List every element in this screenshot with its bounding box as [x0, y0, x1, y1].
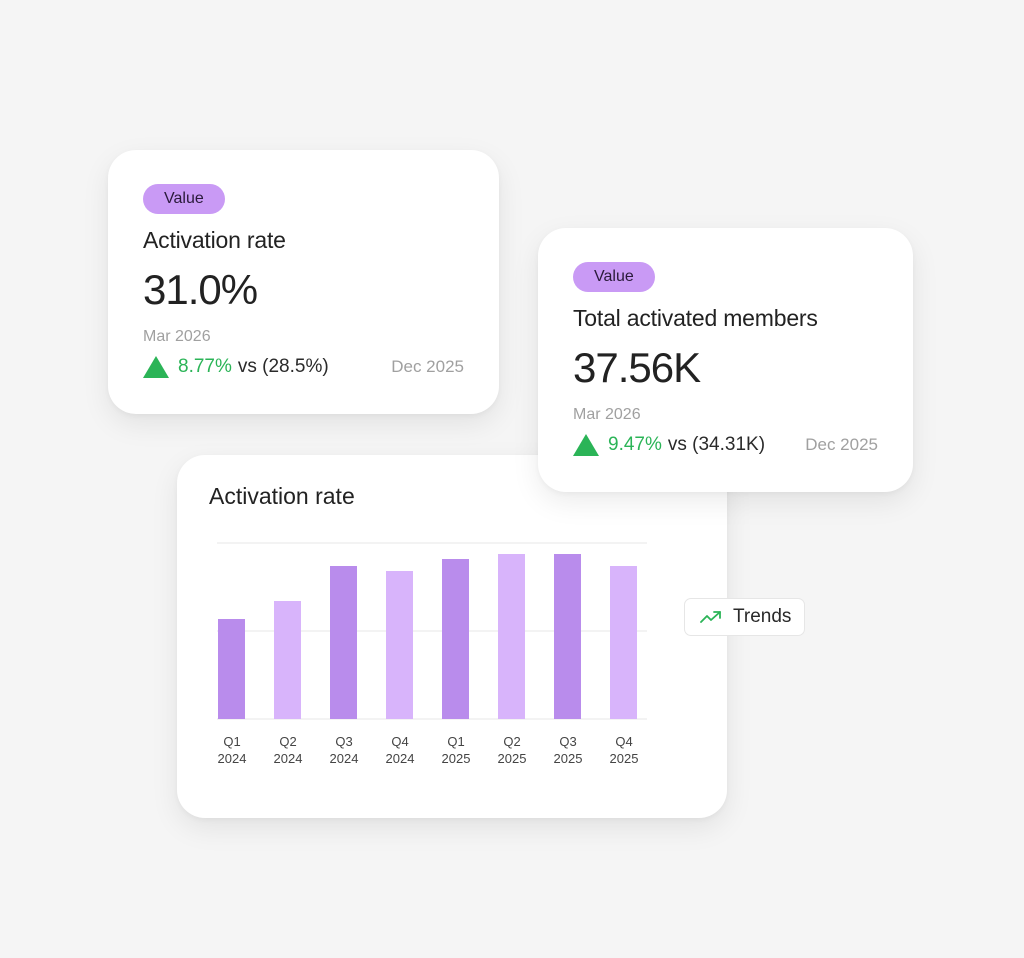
x-axis-label: Q4 2024	[385, 734, 415, 766]
trends-button[interactable]: Trends	[684, 598, 805, 636]
gridline-mid	[217, 630, 647, 632]
x-axis-label: Q2 2025	[497, 734, 527, 766]
comparison-value: vs (34.31K)	[667, 434, 766, 455]
kpi-comparison-row: 8.77% vs (28.5%) Dec 2025	[143, 356, 464, 378]
x-axis-label: Q3 2024	[329, 734, 359, 766]
x-axis-label: Q1 2025	[441, 734, 471, 766]
comparison-value: vs (28.5%)	[237, 356, 329, 377]
value-badge: Value	[573, 262, 655, 292]
gridline-baseline	[217, 718, 647, 720]
kpi-card-activation-rate: Value Activation rate 31.0% Mar 2026 8.7…	[108, 150, 499, 414]
bar-q4-2024	[386, 571, 413, 719]
bar-q4-2025	[610, 566, 637, 719]
gridline-top	[217, 542, 647, 544]
bar-q2-2025	[498, 554, 525, 719]
kpi-period: Mar 2026	[573, 406, 641, 423]
bar-q3-2024	[330, 566, 357, 719]
x-axis-label: Q4 2025	[609, 734, 639, 766]
activation-rate-chart-card: Activation rate Q1 2024 Q2 2024 Q3 2024 Q4 2024…	[177, 455, 727, 818]
bar-q1-2025	[442, 559, 469, 719]
kpi-comparison-row: 9.47% vs (34.31K) Dec 2025	[573, 434, 878, 456]
comparison-date: Dec 2025	[391, 357, 464, 376]
bar-q3-2025	[554, 554, 581, 719]
change-percent: 8.77%	[178, 356, 232, 377]
change-percent: 9.47%	[608, 434, 662, 455]
trends-label: Trends	[733, 606, 792, 627]
x-axis-label: Q2 2024	[273, 734, 303, 766]
comparison-date: Dec 2025	[805, 435, 878, 454]
triangle-up-icon	[143, 356, 169, 378]
kpi-card-total-activated-members: Value Total activated members 37.56K Mar…	[538, 228, 913, 492]
bar-q2-2024	[274, 601, 301, 719]
trending-up-icon	[700, 611, 721, 623]
value-badge: Value	[143, 184, 225, 214]
triangle-up-icon	[573, 434, 599, 456]
kpi-value: 37.56K	[573, 344, 701, 391]
kpi-value: 31.0%	[143, 266, 258, 313]
bar-q1-2024	[218, 619, 245, 719]
kpi-period: Mar 2026	[143, 328, 211, 345]
chart-title: Activation rate	[209, 483, 355, 509]
kpi-title: Total activated members	[573, 305, 818, 331]
x-axis-label: Q3 2025	[553, 734, 583, 766]
bar-chart	[217, 455, 647, 719]
kpi-title: Activation rate	[143, 227, 286, 253]
x-axis-label: Q1 2024	[217, 734, 247, 766]
